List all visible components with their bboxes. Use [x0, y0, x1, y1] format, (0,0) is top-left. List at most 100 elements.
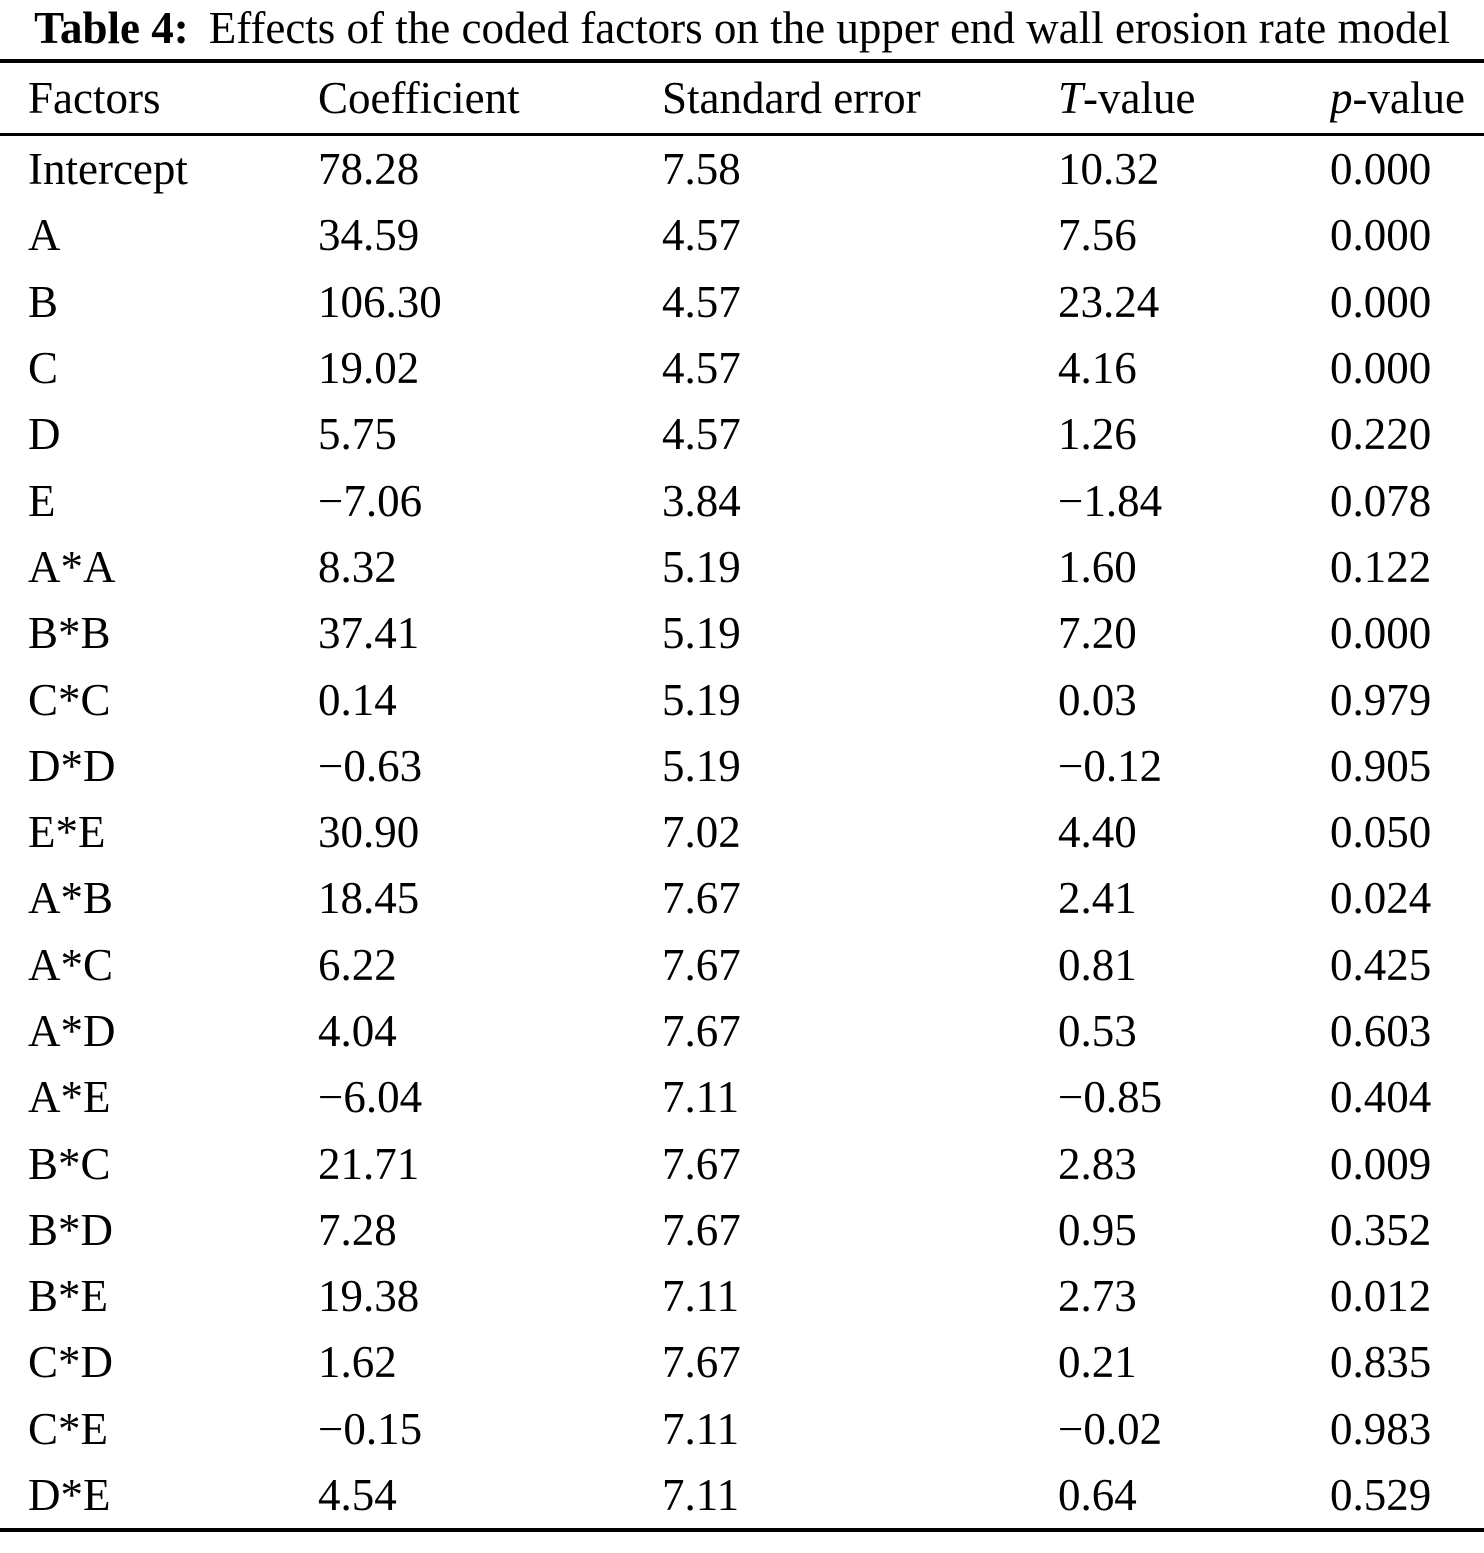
- factor-cell: E*E: [28, 807, 106, 858]
- factor-cell: D: [28, 409, 61, 460]
- standard-error-cell: 4.57: [662, 276, 741, 327]
- coefficient-cell: 34.59: [318, 210, 420, 261]
- coefficient-cell: 19.02: [318, 343, 420, 394]
- t-value-cell: 1.26: [1058, 409, 1137, 460]
- column-header-label: Coefficient: [318, 73, 520, 123]
- standard-error-cell: 7.58: [662, 144, 741, 195]
- factor-cell: A*A: [28, 541, 116, 592]
- standard-error-cell: 5.19: [662, 674, 741, 725]
- coefficient-cell: −0.63: [318, 740, 423, 791]
- coefficient-cell: 78.28: [318, 144, 420, 195]
- coefficient-cell: 21.71: [318, 1138, 420, 1189]
- p-value-cell: 0.000: [1330, 144, 1432, 195]
- standard-error-cell: 7.67: [662, 939, 741, 990]
- coefficient-cell: 1.62: [318, 1337, 397, 1388]
- p-value-cell: 0.000: [1330, 343, 1432, 394]
- coefficient-cell: 30.90: [318, 807, 420, 858]
- column-header-factors: Factors: [0, 61, 318, 136]
- t-value-cell: 23.24: [1058, 276, 1160, 327]
- table-row: A 34.59 4.57 7.56 0.000: [0, 202, 1484, 268]
- t-value-cell: 10.32: [1058, 144, 1160, 195]
- coefficient-cell: 8.32: [318, 541, 397, 592]
- p-value-cell: 0.000: [1330, 210, 1432, 261]
- coefficient-cell: 7.28: [318, 1204, 397, 1255]
- column-header-label-italic: T: [1058, 73, 1084, 123]
- standard-error-cell: 7.11: [662, 1403, 740, 1454]
- effects-table: Factors Coefficient Standard error T-val…: [0, 59, 1484, 1533]
- table-row: B*D 7.28 7.67 0.95 0.352: [0, 1197, 1484, 1263]
- factor-cell: C: [28, 343, 59, 394]
- t-value-cell: 7.56: [1058, 210, 1137, 261]
- p-value-cell: 0.078: [1330, 475, 1432, 526]
- p-value-cell: 0.835: [1330, 1337, 1432, 1388]
- standard-error-cell: 7.11: [662, 1072, 740, 1123]
- p-value-cell: 0.905: [1330, 740, 1432, 791]
- factor-cell: A*C: [28, 939, 114, 990]
- table-header-row: Factors Coefficient Standard error T-val…: [0, 61, 1484, 136]
- table-row: D*E 4.54 7.11 0.64 0.529: [0, 1462, 1484, 1530]
- standard-error-cell: 5.19: [662, 608, 741, 659]
- factor-cell: A*D: [28, 1006, 116, 1056]
- factor-cell: D*E: [28, 1470, 111, 1521]
- coefficient-cell: −7.06: [318, 475, 423, 526]
- standard-error-cell: 7.67: [662, 1138, 741, 1189]
- table-row: C*C 0.14 5.19 0.03 0.979: [0, 666, 1484, 732]
- coefficient-cell: −6.04: [318, 1072, 423, 1123]
- p-value-cell: 0.000: [1330, 608, 1432, 659]
- t-value-cell: −1.84: [1058, 475, 1163, 526]
- standard-error-cell: 7.67: [662, 1204, 741, 1255]
- p-value-cell: 0.009: [1330, 1138, 1432, 1189]
- t-value-cell: −0.02: [1058, 1403, 1163, 1454]
- table-row: C*E −0.15 7.11 −0.02 0.983: [0, 1396, 1484, 1462]
- column-header-p-value: p-value: [1330, 61, 1484, 136]
- table-caption: Table 4: Effects of the coded factors on …: [0, 0, 1484, 59]
- column-header-label: Factors: [28, 73, 161, 123]
- table-body: Intercept 78.28 7.58 10.32 0.000 A 34.59 4.57 7.…: [0, 135, 1484, 1531]
- table-header: Factors Coefficient Standard error T-val…: [0, 61, 1484, 136]
- coefficient-cell: 106.30: [318, 276, 442, 327]
- factor-cell: B*D: [28, 1204, 114, 1255]
- t-value-cell: 1.60: [1058, 541, 1137, 592]
- column-header-standard-error: Standard error: [662, 61, 1058, 136]
- table-row: E*E 30.90 7.02 4.40 0.050: [0, 799, 1484, 865]
- table-row: A*C 6.22 7.67 0.81 0.425: [0, 932, 1484, 998]
- standard-error-cell: 3.84: [662, 475, 741, 526]
- factor-cell: B: [28, 276, 59, 327]
- factor-cell: C*C: [28, 674, 111, 725]
- coefficient-cell: 18.45: [318, 873, 420, 924]
- p-value-cell: 0.603: [1330, 1006, 1432, 1056]
- standard-error-cell: 7.67: [662, 1006, 741, 1056]
- factor-cell: Intercept: [28, 144, 188, 195]
- column-header-label-italic: p: [1330, 73, 1353, 123]
- t-value-cell: −0.12: [1058, 740, 1163, 791]
- table-row: D*D −0.63 5.19 −0.12 0.905: [0, 733, 1484, 799]
- table-row: B*B 37.41 5.19 7.20 0.000: [0, 600, 1484, 666]
- table-row: C*D 1.62 7.67 0.21 0.835: [0, 1329, 1484, 1395]
- table-row: Intercept 78.28 7.58 10.32 0.000: [0, 135, 1484, 203]
- standard-error-cell: 7.11: [662, 1470, 740, 1521]
- table-row: B*C 21.71 7.67 2.83 0.009: [0, 1130, 1484, 1196]
- standard-error-cell: 7.11: [662, 1271, 740, 1322]
- standard-error-cell: 4.57: [662, 343, 741, 394]
- p-value-cell: 0.024: [1330, 873, 1432, 924]
- coefficient-cell: 6.22: [318, 939, 397, 990]
- factor-cell: E: [28, 475, 56, 526]
- factor-cell: C*D: [28, 1337, 114, 1388]
- t-value-cell: 2.73: [1058, 1271, 1137, 1322]
- column-header-label: Standard error: [662, 73, 921, 123]
- p-value-cell: 0.012: [1330, 1271, 1432, 1322]
- t-value-cell: 4.16: [1058, 343, 1137, 394]
- p-value-cell: 0.352: [1330, 1204, 1432, 1255]
- p-value-cell: 0.404: [1330, 1072, 1432, 1123]
- table-row: A*E −6.04 7.11 −0.85 0.404: [0, 1064, 1484, 1130]
- standard-error-cell: 7.67: [662, 873, 741, 924]
- factor-cell: C*E: [28, 1403, 109, 1454]
- t-value-cell: 2.41: [1058, 873, 1137, 924]
- p-value-cell: 0.529: [1330, 1470, 1432, 1521]
- table-row: A*A 8.32 5.19 1.60 0.122: [0, 534, 1484, 600]
- column-header-label: -value: [1083, 73, 1196, 123]
- standard-error-cell: 7.67: [662, 1337, 741, 1388]
- table-row: E −7.06 3.84 −1.84 0.078: [0, 467, 1484, 533]
- p-value-cell: 0.122: [1330, 541, 1432, 592]
